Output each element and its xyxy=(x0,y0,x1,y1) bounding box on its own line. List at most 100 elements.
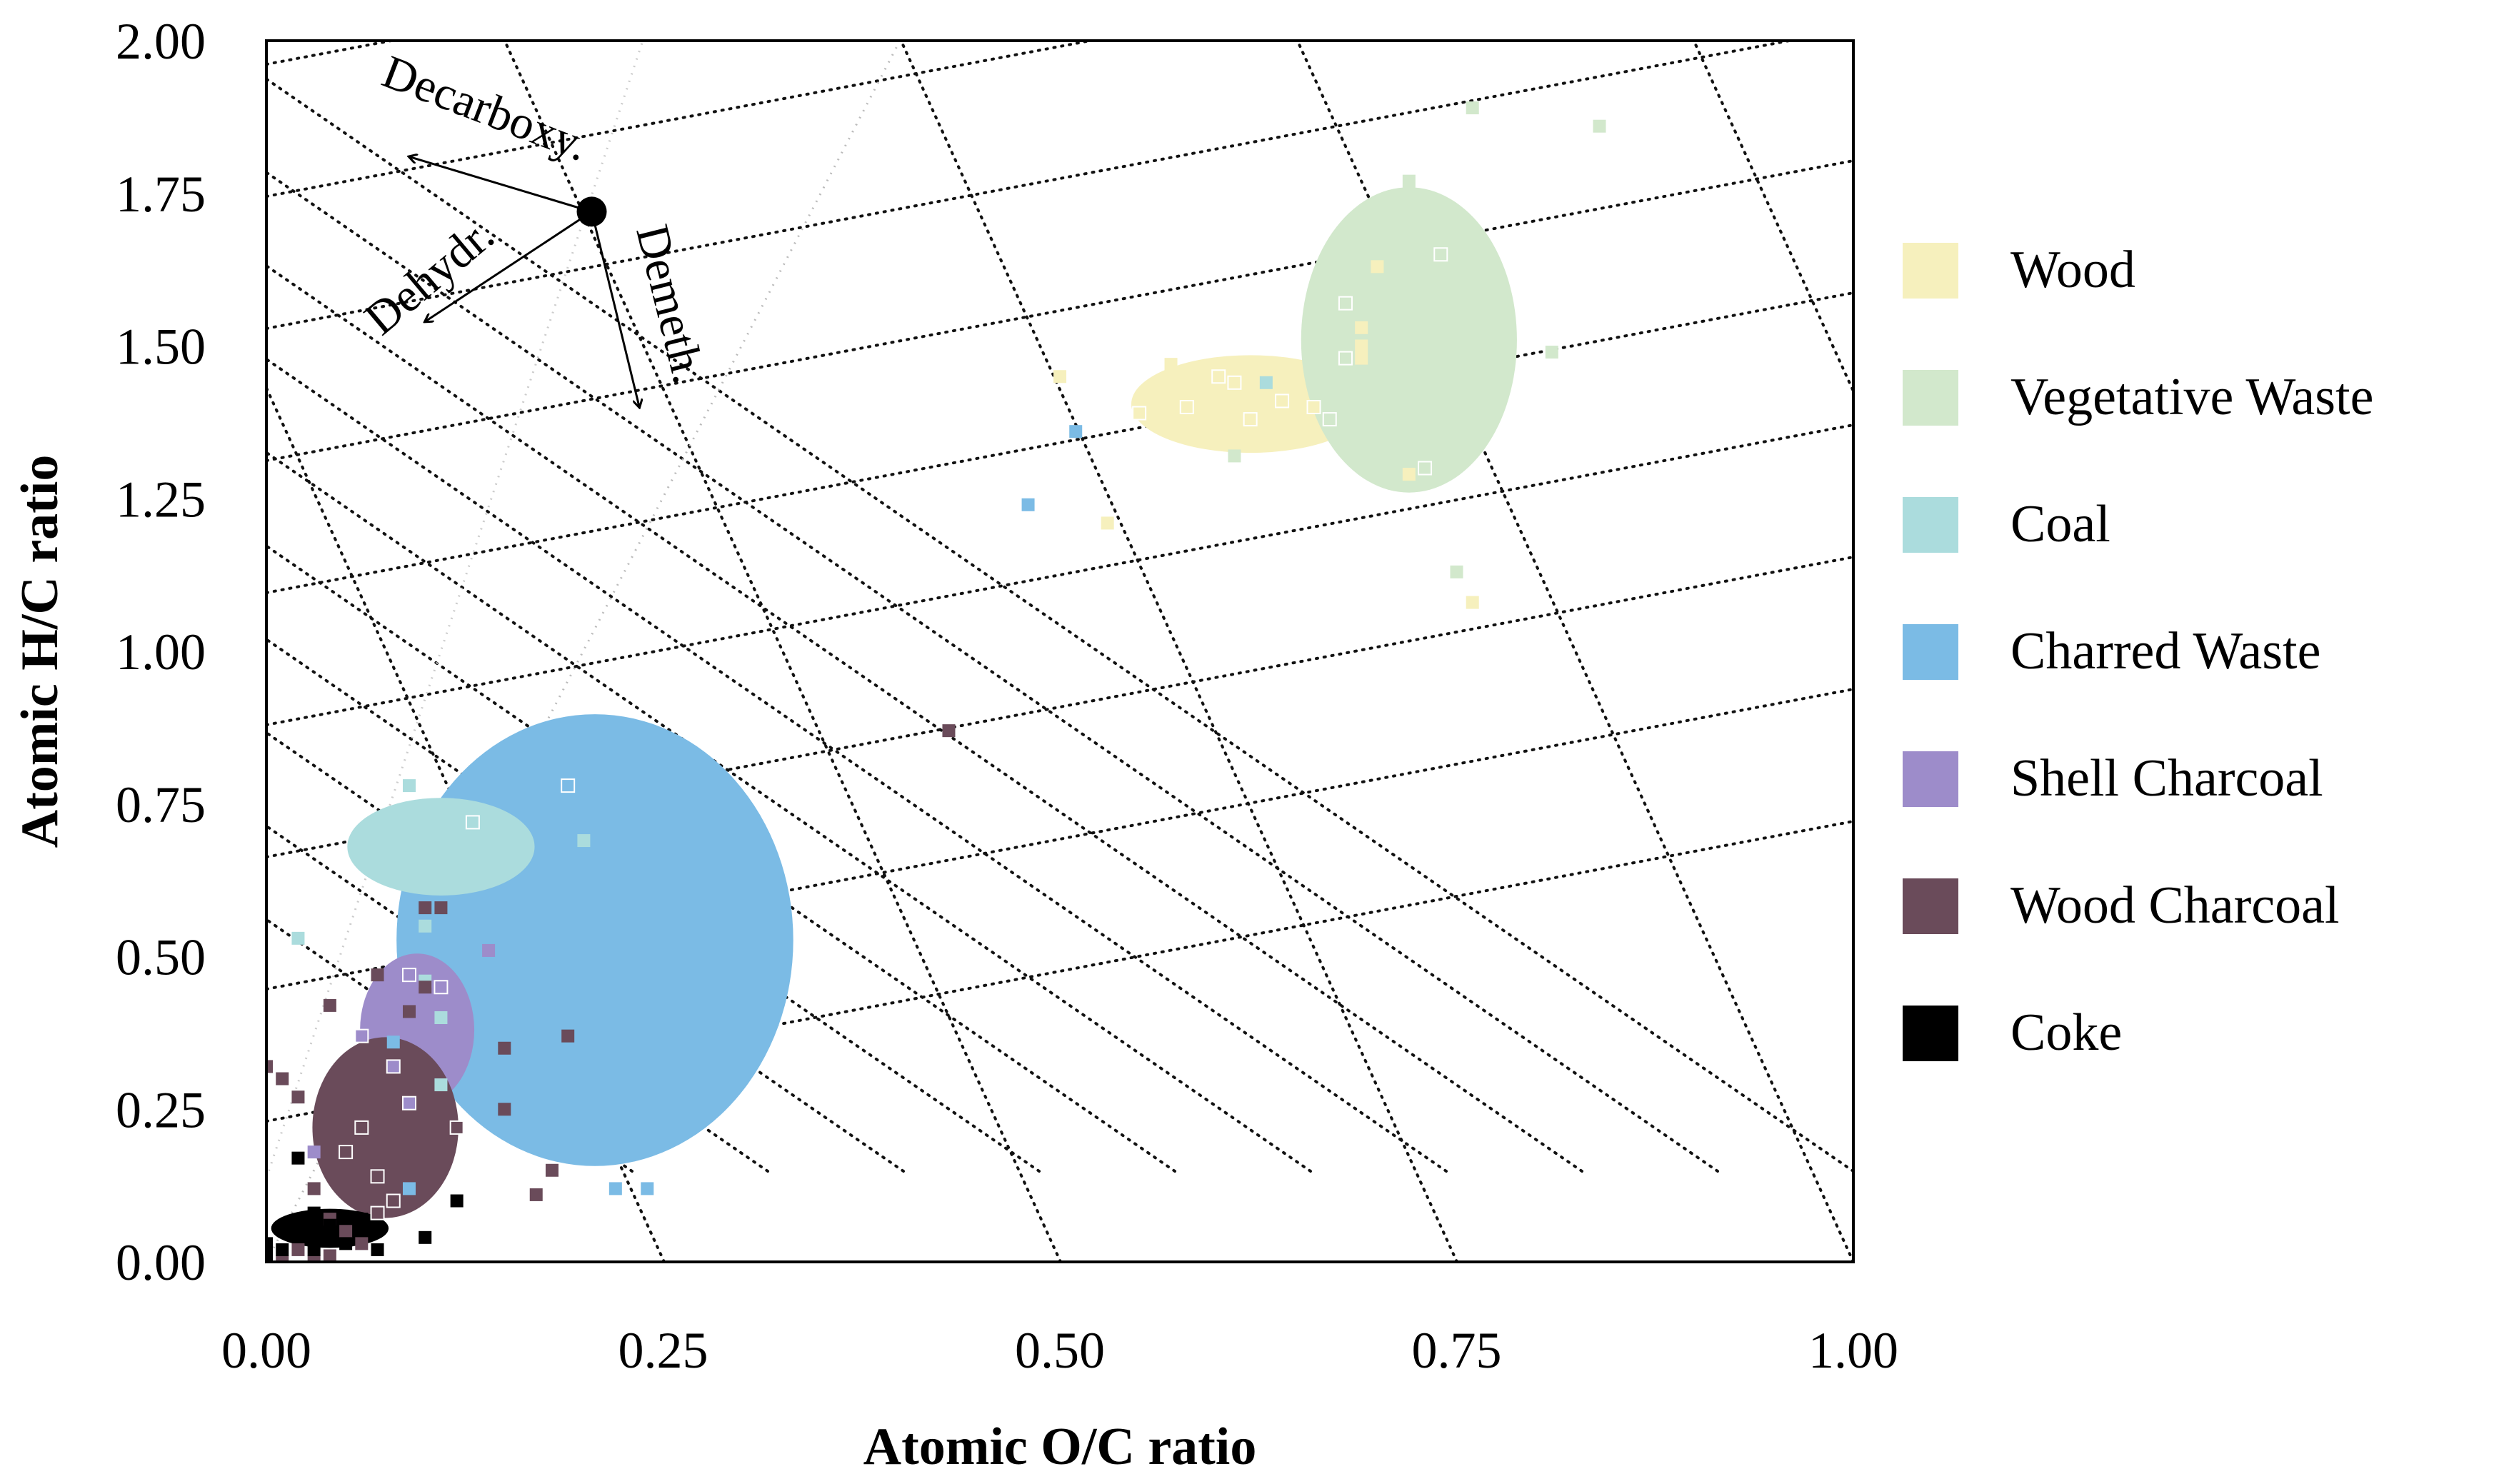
coke-point xyxy=(339,1237,353,1250)
wood-charcoal-point xyxy=(498,1041,511,1055)
shell-charcoal-legend-swatch xyxy=(1903,751,1958,807)
vegetative-waste-point xyxy=(1338,296,1353,311)
coke-legend-swatch xyxy=(1903,1006,1958,1061)
reference-line xyxy=(266,171,1719,1173)
wood-charcoal-point xyxy=(561,1029,575,1043)
coke-point xyxy=(266,1237,273,1250)
wood-point xyxy=(1101,516,1114,530)
coke-point xyxy=(307,1206,321,1220)
wood-charcoal-point xyxy=(307,1182,321,1195)
pathway-arrow xyxy=(425,211,593,321)
legend: Wood Vegetative Waste Coal Charred Waste She… xyxy=(1903,241,2373,1062)
vegetative-waste-point xyxy=(1466,101,1479,115)
wood-charcoal-ellipse xyxy=(312,1037,459,1218)
wood-point xyxy=(1275,393,1290,408)
wood-charcoal-point xyxy=(402,1005,416,1018)
charred-waste-point xyxy=(609,1182,622,1195)
coke-point xyxy=(291,1225,305,1238)
y-tick-label: 0.00 xyxy=(116,1234,206,1291)
x-tick-label: 1.00 xyxy=(1808,1322,1898,1379)
coal-point xyxy=(434,1011,448,1024)
vegetative-waste-point xyxy=(1450,565,1463,578)
wood-point xyxy=(1371,260,1384,274)
y-tick-label: 2.00 xyxy=(116,13,206,70)
wood-charcoal-point xyxy=(370,1169,385,1184)
coal-point xyxy=(465,815,480,830)
vegetative-waste-legend-swatch xyxy=(1903,370,1958,426)
wood-charcoal-point xyxy=(419,901,432,915)
wood-charcoal-point xyxy=(291,1091,305,1104)
reference-line xyxy=(266,544,1176,1173)
wood-point xyxy=(1053,370,1066,383)
vegetative-waste-point xyxy=(1433,247,1448,262)
coke-legend-label: Coke xyxy=(2010,1003,2122,1062)
vegetative-waste-point xyxy=(1545,346,1558,359)
wood-charcoal-point xyxy=(355,1237,369,1250)
wood-charcoal-point xyxy=(942,724,956,738)
wood-charcoal-point xyxy=(276,1072,289,1086)
reference-line xyxy=(266,77,1853,1173)
coke-point xyxy=(371,1243,384,1256)
wood-legend-swatch xyxy=(1903,243,1958,299)
reference-line xyxy=(266,41,644,1179)
y-tick-label: 0.75 xyxy=(116,776,206,833)
reference-line xyxy=(266,357,1448,1173)
wood-charcoal-legend-swatch xyxy=(1903,878,1958,934)
wood-point xyxy=(1306,400,1321,414)
reference-line xyxy=(266,291,1853,594)
wood-charcoal-point xyxy=(498,1103,511,1116)
wood-charcoal-point xyxy=(449,1120,464,1135)
charred-waste-legend-label: Charred Waste xyxy=(2010,622,2320,681)
vegetative-waste-point xyxy=(1402,174,1416,188)
wood-point xyxy=(1132,406,1147,421)
charred-waste-point xyxy=(641,1182,654,1195)
x-tick-label: 0.50 xyxy=(1015,1322,1105,1379)
coke-point xyxy=(266,1249,273,1262)
vegetative-waste-point xyxy=(1322,412,1337,427)
wood-charcoal-point xyxy=(371,968,384,982)
coal-point xyxy=(291,931,305,945)
charred-waste-legend-swatch xyxy=(1903,624,1958,680)
wood-charcoal-point xyxy=(323,1249,336,1262)
reference-line xyxy=(266,41,1797,330)
x-tick-label: 0.25 xyxy=(619,1322,708,1379)
shell-charcoal-point xyxy=(434,980,449,995)
axis-ticks: 0.00 0.25 0.50 0.75 1.00 0.00 0.25 0.50 0.75 1.00… xyxy=(116,13,1898,1379)
coke-point xyxy=(450,1194,464,1208)
vegetative-waste-point xyxy=(1593,119,1606,133)
wood-point xyxy=(1211,369,1226,384)
shell-charcoal-point xyxy=(482,943,496,957)
wood-point xyxy=(1355,321,1368,334)
charred-waste-point xyxy=(1069,425,1083,438)
wood-charcoal-point xyxy=(339,1225,353,1238)
y-tick-label: 0.25 xyxy=(116,1081,206,1138)
wood-charcoal-point xyxy=(307,1255,321,1262)
shell-charcoal-point xyxy=(401,1096,416,1111)
y-tick-label: 1.25 xyxy=(116,471,206,528)
plot-frame xyxy=(265,39,1855,1263)
wood-charcoal-point xyxy=(323,998,336,1012)
vegetative-waste-legend-label: Vegetative Waste xyxy=(2010,368,2373,426)
origin-point-marker xyxy=(576,196,607,227)
reference-line xyxy=(266,264,1583,1173)
coke-point xyxy=(276,1243,289,1256)
coal-legend-label: Coal xyxy=(2010,495,2110,553)
coal-point xyxy=(434,1078,448,1092)
shell-charcoal-point xyxy=(401,968,416,983)
charred-waste-point xyxy=(386,1036,400,1049)
wood-charcoal-legend-label: Wood Charcoal xyxy=(2010,876,2340,935)
x-tick-label: 0.75 xyxy=(1412,1322,1502,1379)
pathway-arrow xyxy=(591,211,640,407)
vegetative-waste-point xyxy=(1338,351,1353,366)
wood-charcoal-point xyxy=(266,1060,273,1073)
wood-point xyxy=(1179,400,1194,414)
coal-point xyxy=(577,834,591,848)
pathway-arrow xyxy=(409,156,592,213)
wood-point xyxy=(1402,468,1416,481)
wood-charcoal-point xyxy=(370,1205,385,1220)
coke-point xyxy=(291,1151,305,1165)
wood-charcoal-point xyxy=(354,1120,369,1135)
wood-charcoal-point xyxy=(419,981,432,994)
shell-charcoal-legend-label: Shell Charcoal xyxy=(2010,749,2323,808)
